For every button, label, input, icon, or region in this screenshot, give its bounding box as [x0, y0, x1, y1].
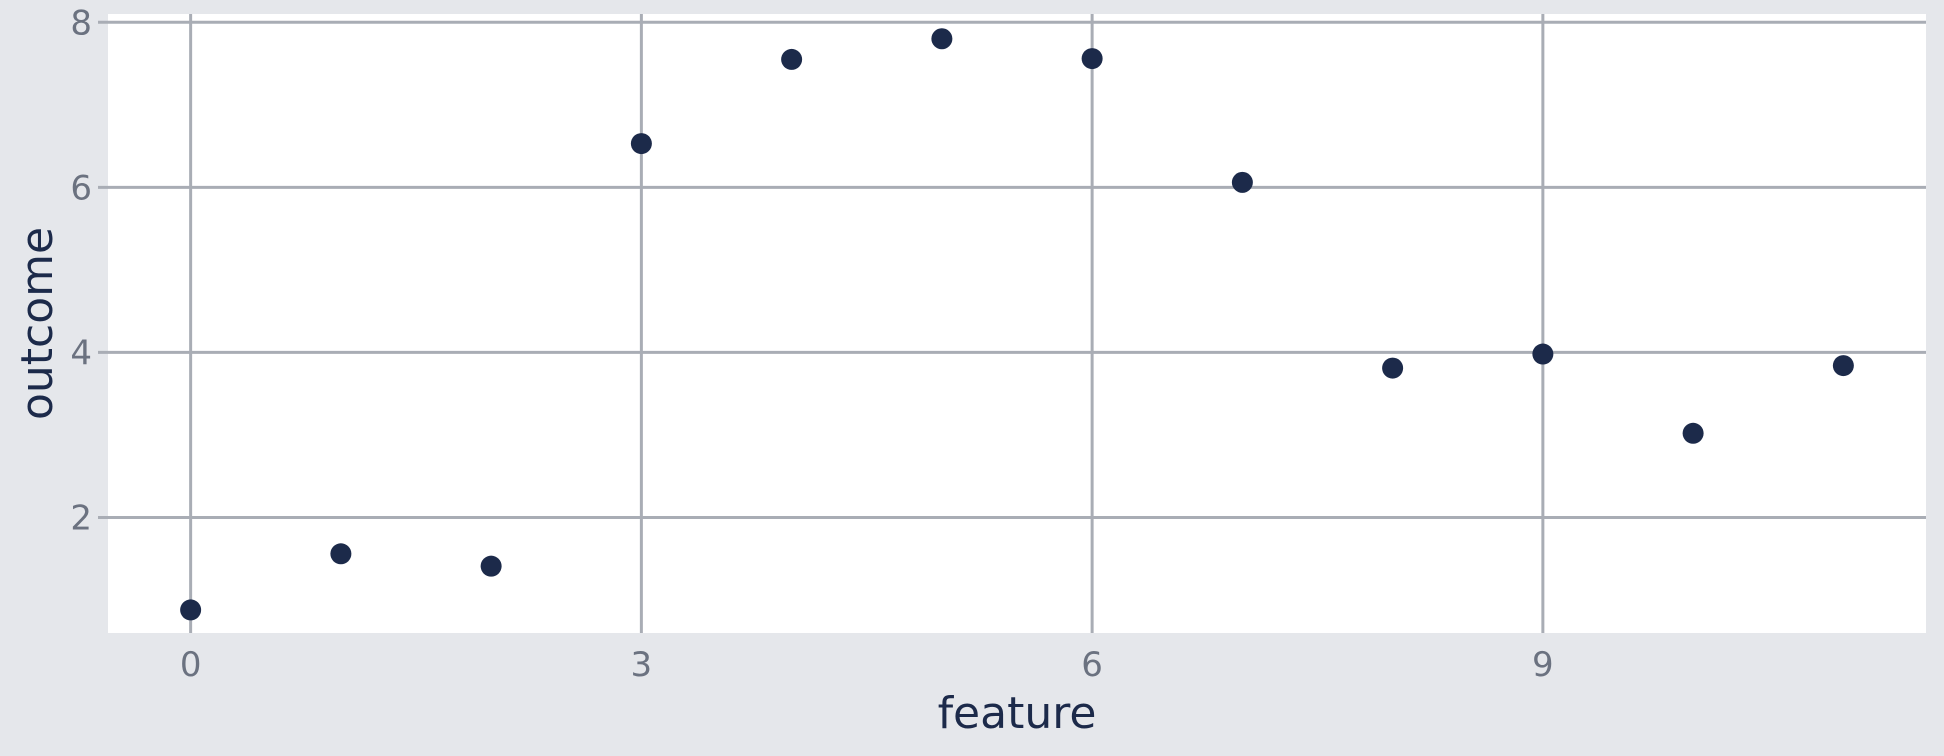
data-point — [330, 543, 352, 565]
x-axis-title: feature — [938, 688, 1097, 739]
x-tick-label: 6 — [1081, 645, 1103, 685]
data-point — [1832, 355, 1854, 377]
data-point — [630, 133, 652, 155]
y-tick-label: 8 — [70, 3, 92, 43]
data-point — [1382, 357, 1404, 379]
data-point — [480, 555, 502, 577]
x-tick-label: 9 — [1532, 645, 1554, 685]
data-point — [1081, 48, 1103, 70]
data-point — [1682, 422, 1704, 444]
data-point — [781, 48, 803, 70]
data-point — [180, 599, 202, 621]
tick-labels: 2 4 6 8 0 3 6 9 — [70, 3, 1553, 685]
data-point — [1532, 343, 1554, 365]
y-tick-label: 2 — [70, 498, 92, 538]
grid-lines — [98, 14, 1926, 633]
y-tick-label: 4 — [70, 333, 92, 373]
data-point — [931, 28, 953, 50]
plot-area — [108, 14, 1926, 633]
y-tick-label: 6 — [70, 168, 92, 208]
data-point — [1231, 171, 1253, 193]
data-points — [180, 28, 1854, 621]
x-tick-label: 0 — [180, 645, 202, 685]
y-axis-title: outcome — [12, 227, 63, 420]
x-tick-label: 3 — [631, 645, 653, 685]
